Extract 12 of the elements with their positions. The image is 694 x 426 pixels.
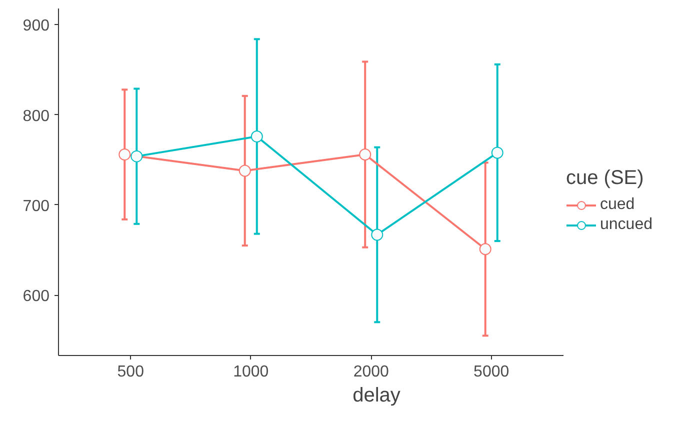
x-tick-label: 2000 xyxy=(353,364,390,380)
y-tick-label: 900 xyxy=(22,18,50,35)
y-tick-label: 600 xyxy=(22,288,50,306)
legend-title: cue (SE) xyxy=(566,167,645,190)
x-tick-label: 500 xyxy=(117,364,144,380)
legend-label: cued xyxy=(600,196,635,214)
x-tick-label: 1000 xyxy=(233,364,269,380)
y-tick-label: 700 xyxy=(22,198,50,215)
x-axis-title: delay xyxy=(352,384,400,406)
legend-label: uncued xyxy=(600,216,652,234)
x-tick-label: 5000 xyxy=(474,364,510,380)
y-tick-label: 800 xyxy=(22,108,50,125)
